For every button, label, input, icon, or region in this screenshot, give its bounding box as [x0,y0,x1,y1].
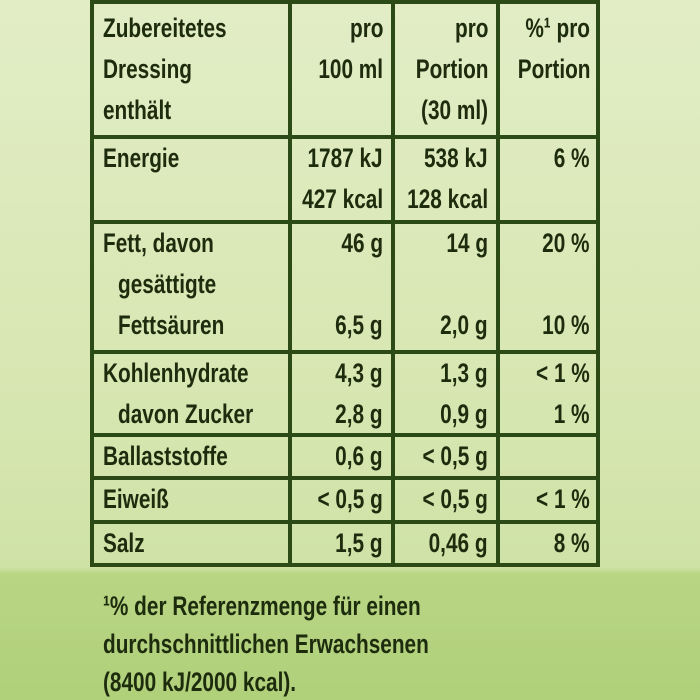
row-label: Fettsäuren [118,310,225,340]
row-value: 1,3 g [440,358,488,388]
table-rule [90,476,600,480]
header-cell: Portion [415,54,488,84]
table-rule [90,220,600,224]
table-rule [90,0,94,567]
header-cell: 100 ml [318,54,383,84]
row-value: < 0,5 g [422,484,488,514]
row-label: Energie [103,143,180,173]
row-label: Kohlenhydrate [103,358,249,388]
table-rule [90,563,600,567]
row-value: 128 kcal [407,184,488,214]
row-value: 0,9 g [440,399,488,429]
table-rule [496,0,500,567]
header-cell: pro [349,13,383,43]
row-value: 46 g [341,228,383,258]
row-value: 1787 kJ [307,143,383,173]
header-cell: %¹ pro [525,13,590,43]
row-value: 6,5 g [335,310,383,340]
row-label: Salz [103,528,145,558]
header-cell: Zubereitetes [103,13,227,43]
row-value: < 1 % [536,358,590,388]
row-value: < 0,5 g [422,441,488,471]
row-label: Fett, davon [103,228,214,258]
row-value: 8 % [554,528,590,558]
row-label: Ballaststoffe [103,441,228,471]
row-value: 4,3 g [335,358,383,388]
row-value: < 1 % [536,484,590,514]
row-value: 538 kJ [424,143,488,173]
row-label: davon Zucker [118,399,254,429]
row-value: 2,8 g [335,399,383,429]
row-value: 0,6 g [335,441,383,471]
row-label: gesättigte [118,269,217,299]
header-cell: enthält [103,95,172,125]
row-value: 14 g [446,228,488,258]
footnote: (8400 kJ/2000 kcal). [103,667,297,697]
header-cell: (30 ml) [420,95,488,125]
row-value: 0,46 g [429,528,488,558]
table-rule [90,0,600,4]
row-value: 20 % [542,228,590,258]
row-value: 1,5 g [335,528,383,558]
header-cell: Portion [517,54,590,84]
row-value: < 0,5 g [317,484,383,514]
row-label: Eiweiß [103,484,169,514]
row-value: 2,0 g [440,310,488,340]
table-rule [90,350,600,354]
header-cell: pro [454,13,488,43]
row-value: 6 % [554,143,590,173]
table-rule [90,520,600,524]
row-value: 1 % [554,399,590,429]
table-rule [90,433,600,437]
table-rule [288,0,292,567]
table-rule [90,135,600,139]
footnote: durchschnittlichen Erwachsenen [103,629,429,659]
row-value: 10 % [542,310,590,340]
footnote: ¹% der Referenzmenge für einen [103,591,421,621]
row-value: 427 kcal [302,184,383,214]
table-rule [391,0,395,567]
header-cell: Dressing [103,54,192,84]
table-rule [596,0,600,567]
